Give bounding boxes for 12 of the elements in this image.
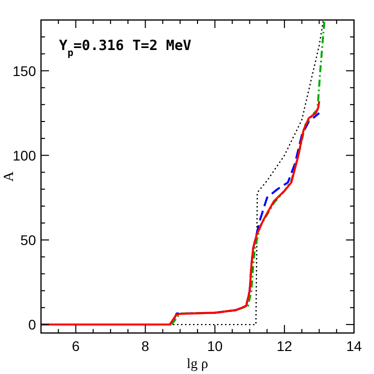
x-tick-label: 14 <box>346 338 362 354</box>
y-tick-label: 50 <box>20 232 36 248</box>
x-tick-label: 12 <box>276 338 292 354</box>
annotation: Y$_{p}$=0.316 T=2 MeV <box>59 38 192 58</box>
y-tick-label: 100 <box>12 147 36 164</box>
y-axis-title: A <box>2 170 17 182</box>
x-tick-label: 6 <box>72 338 80 354</box>
x-tick-label: 8 <box>141 338 150 354</box>
y-tick-label: 0 <box>28 316 36 333</box>
y-tick-label: 150 <box>12 62 36 79</box>
x-tick-label: 10 <box>207 338 223 354</box>
x-axis-title: lg ρ <box>186 357 208 372</box>
